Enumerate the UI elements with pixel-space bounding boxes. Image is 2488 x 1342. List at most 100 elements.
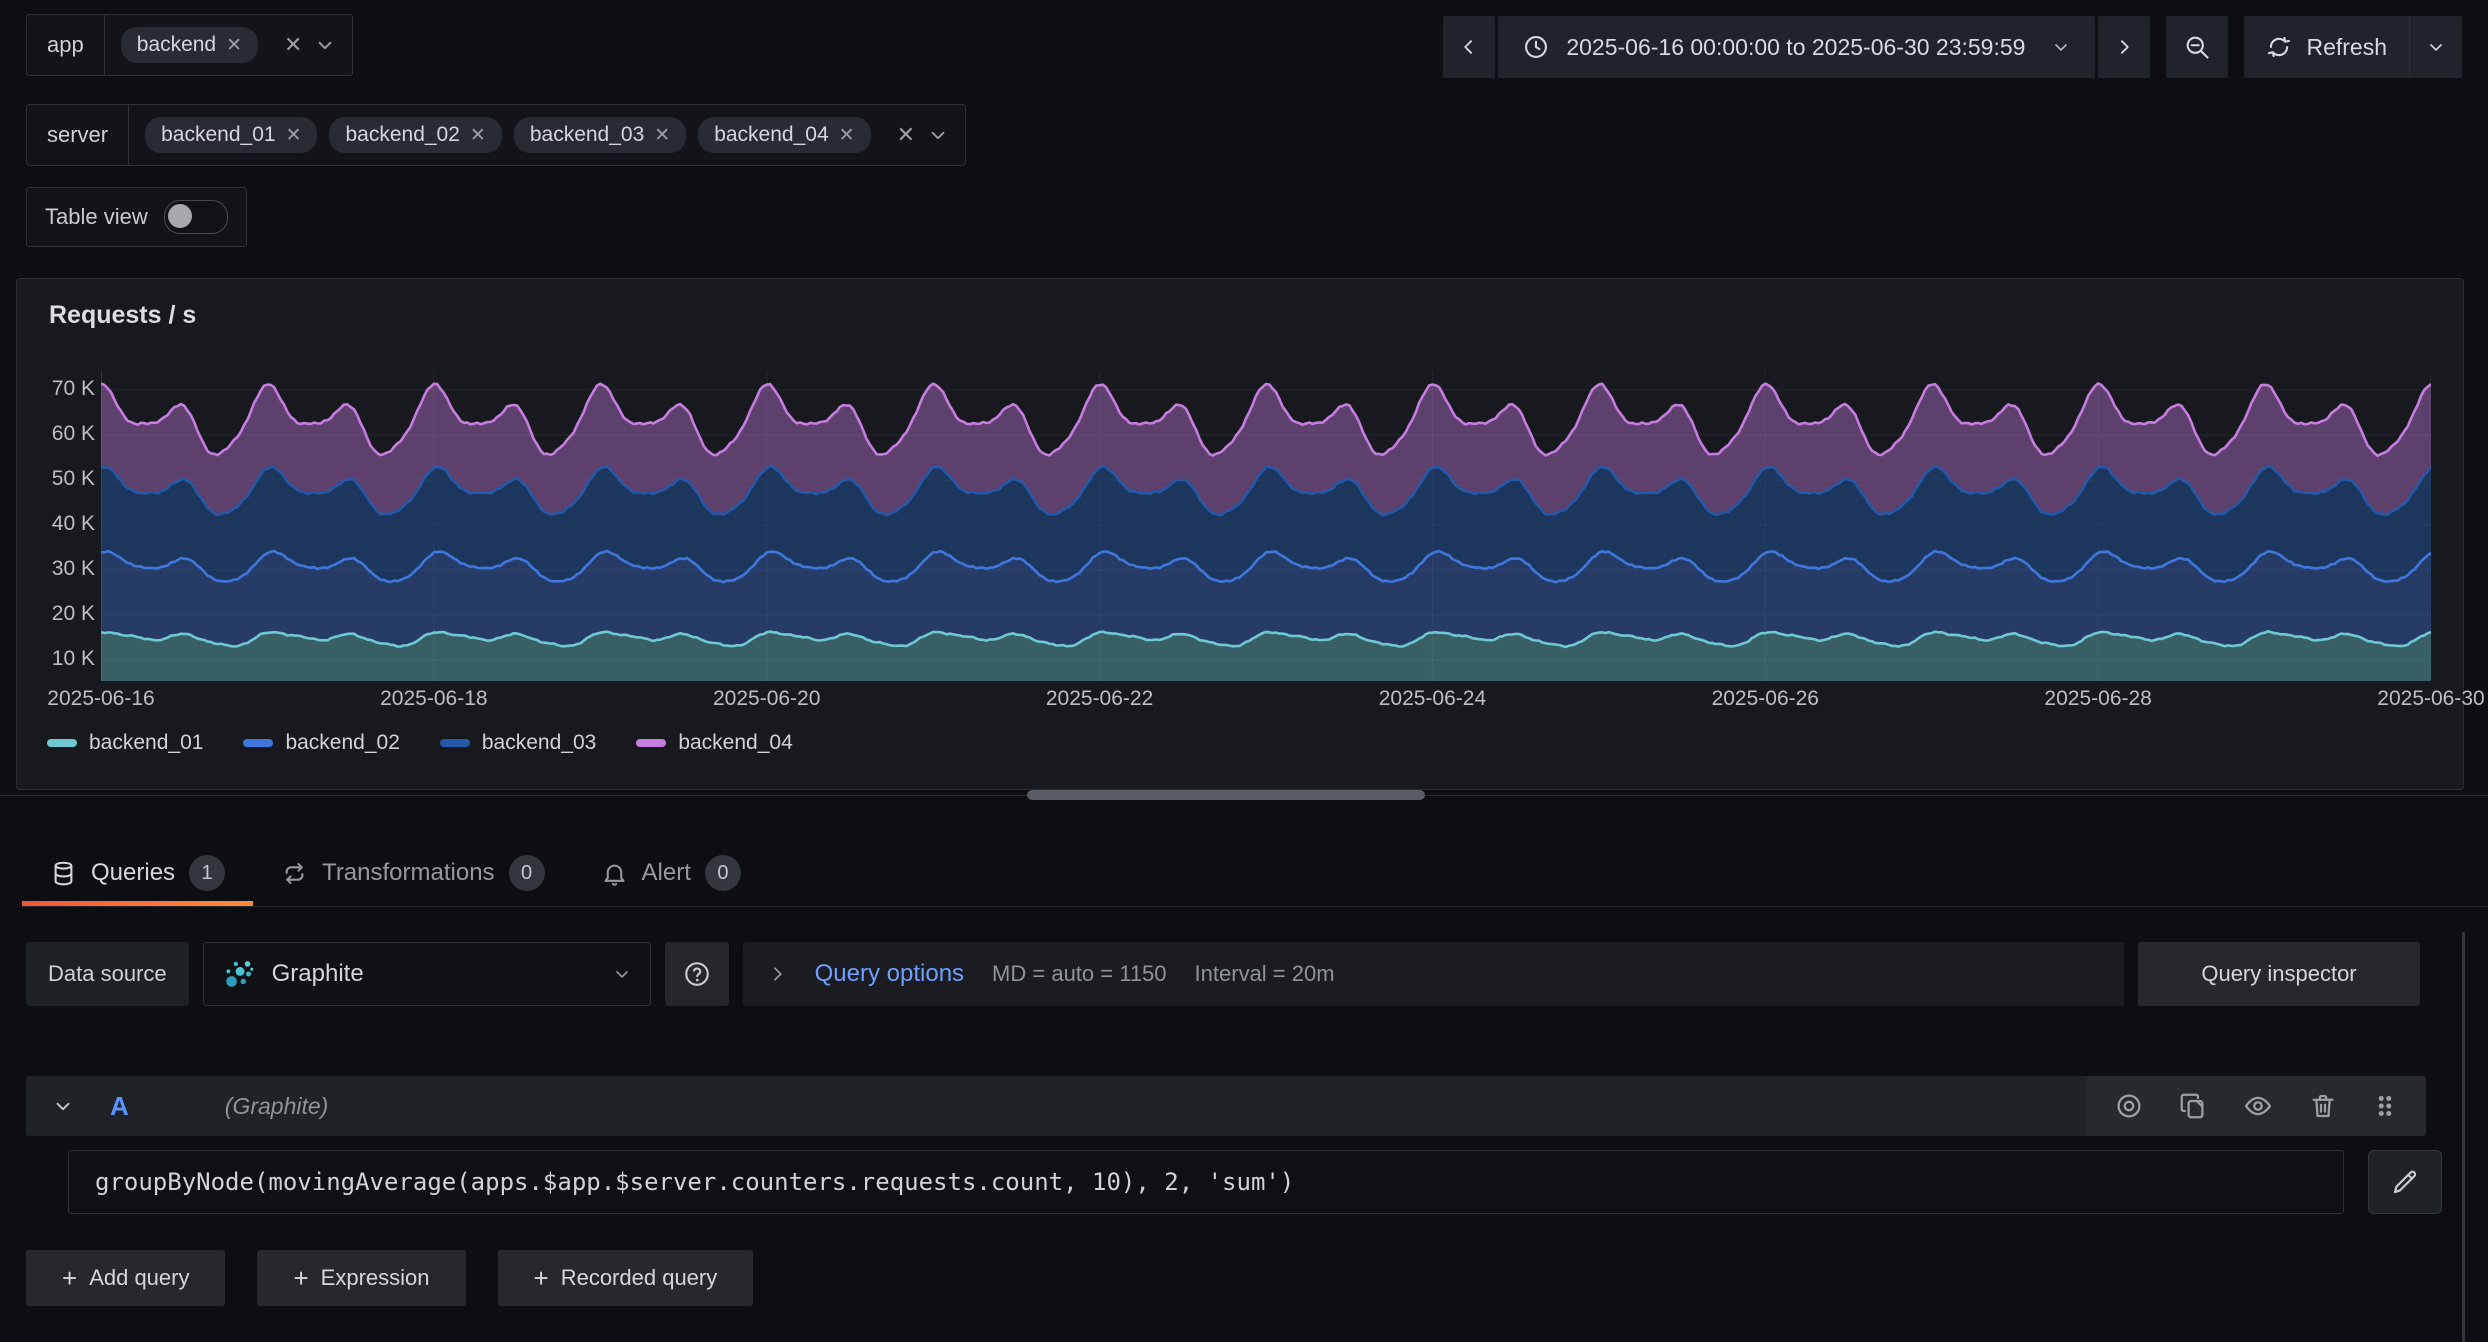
time-range-picker[interactable]: 2025-06-16 00:00:00 to 2025-06-30 23:59:… [1498, 16, 2096, 78]
server-pill-slot: backend_01 ✕ backend_02 ✕ backend_03 ✕ backend… [145, 117, 871, 153]
time-controls: 2025-06-16 00:00:00 to 2025-06-30 23:59:… [1443, 16, 2462, 78]
tab-label: Transformations [322, 859, 495, 886]
chevron-right-icon [2114, 37, 2134, 57]
refresh-interval-dropdown[interactable] [2409, 16, 2462, 78]
legend-item-backend_03[interactable]: backend_03 [439, 731, 597, 755]
chevron-down-icon[interactable] [927, 124, 949, 146]
x-axis-tick-label: 2025-06-20 [712, 687, 821, 710]
x-axis-tick-label: 2025-06-22 [1045, 687, 1154, 710]
sync-icon [2266, 34, 2292, 60]
query-row-header[interactable]: A (Graphite) [26, 1076, 2426, 1136]
button-label: Expression [320, 1265, 430, 1290]
pencil-icon [2390, 1167, 2420, 1197]
zoom-out-time-button[interactable] [2166, 16, 2229, 78]
database-icon [50, 860, 77, 887]
legend-series-swatch [636, 739, 667, 747]
time-shift-back-button[interactable] [1443, 16, 1496, 78]
add-recorded-query-button[interactable]: + Recorded query [497, 1250, 754, 1306]
filter-value-pill[interactable]: backend ✕ [120, 27, 259, 63]
x-axis-tick-label: 2025-06-26 [1711, 687, 1819, 710]
chevron-down-icon [2426, 37, 2446, 57]
y-axis-tick-label: 70 K [51, 377, 95, 400]
pane-splitter-handle[interactable] [1027, 790, 1425, 800]
editor-pane-scrollbar[interactable] [2462, 932, 2465, 1342]
add-query-button[interactable]: + Add query [26, 1250, 226, 1306]
delete-query-trash-icon[interactable] [2308, 1091, 2338, 1121]
legend-series-swatch [243, 739, 274, 747]
datasource-help-button[interactable] [664, 942, 729, 1006]
chart-legend: backend_01 backend_02 backend_03 backend_04 [47, 731, 793, 755]
app-variable-filter: app backend ✕ ✕ [26, 14, 354, 76]
filter-value-label: backend_02 [345, 123, 460, 146]
remove-value-icon[interactable]: ✕ [654, 124, 671, 146]
datasource-name: Graphite [271, 960, 364, 987]
filter-value-pill[interactable]: backend_04 ✕ [698, 117, 871, 153]
area-band-backend_03 [101, 465, 2431, 583]
remove-value-icon[interactable]: ✕ [226, 34, 243, 56]
toggle-text-edit-button[interactable] [2368, 1150, 2442, 1214]
area-band-backend_02 [101, 550, 2431, 647]
filter-value-pill[interactable]: backend_02 ✕ [329, 117, 502, 153]
add-expression-button[interactable]: + Expression [257, 1250, 466, 1306]
table-view-toggle[interactable] [163, 200, 228, 234]
transform-icon [281, 860, 308, 887]
time-range-text: 2025-06-16 00:00:00 to 2025-06-30 23:59:… [1566, 33, 2026, 60]
query-inspector-button[interactable]: Query inspector [2138, 942, 2420, 1006]
filter-value-pill[interactable]: backend_01 ✕ [145, 117, 318, 153]
y-axis-tick-label: 10 K [51, 647, 95, 670]
filter-value-pill[interactable]: backend_03 ✕ [513, 117, 687, 153]
legend-item-backend_04[interactable]: backend_04 [636, 731, 793, 755]
remove-value-icon[interactable]: ✕ [838, 124, 855, 146]
chevron-down-icon[interactable] [314, 34, 336, 56]
area-band-backend_04 [101, 383, 2431, 516]
query-options-md: MD = auto = 1150 [992, 961, 1167, 986]
legend-item-backend_01[interactable]: backend_01 [47, 731, 203, 755]
question-circle-icon [682, 959, 712, 989]
x-axis-tick-label: 2025-06-18 [380, 687, 488, 710]
datasource-select[interactable]: Graphite [202, 942, 651, 1006]
x-axis-tick-label: 2025-06-28 [2044, 687, 2152, 710]
chart-plot-area[interactable] [101, 371, 2431, 681]
tab-label: Alert [641, 859, 691, 886]
clock-icon [1522, 33, 1550, 61]
legend-item-backend_02[interactable]: backend_02 [243, 731, 400, 755]
remove-value-icon[interactable]: ✕ [285, 124, 302, 146]
tab-alert[interactable]: Alert 0 [573, 840, 769, 906]
query-expression-text: groupByNode(movingAverage(apps.$app.$ser… [95, 1168, 1295, 1196]
search-minus-icon [2183, 33, 2211, 61]
legend-series-name: backend_03 [481, 731, 597, 754]
plus-icon: + [533, 1262, 549, 1293]
button-label: Add query [89, 1265, 190, 1290]
time-shift-forward-button[interactable] [2098, 16, 2151, 78]
plus-icon: + [293, 1262, 309, 1293]
filter-value-label: backend_03 [529, 123, 645, 146]
drag-handle-icon[interactable] [2372, 1091, 2398, 1121]
record-query-icon[interactable] [2114, 1091, 2144, 1121]
clear-values-icon[interactable]: ✕ [896, 122, 915, 147]
x-axis-tick-label: 2025-06-30 [2377, 687, 2485, 710]
chevron-left-icon [1459, 37, 1479, 57]
collapse-chevron-icon[interactable] [52, 1095, 74, 1117]
legend-series-swatch [47, 739, 77, 747]
area-band-backend_01 [101, 631, 2431, 681]
bell-icon [601, 860, 628, 887]
duplicate-query-icon[interactable] [2178, 1091, 2208, 1121]
y-axis-tick-label: 30 K [51, 557, 95, 580]
server-variable-filter: server backend_01 ✕ backend_02 ✕ backend_03 ✕… [26, 104, 966, 166]
tab-transformations[interactable]: Transformations 0 [253, 840, 573, 906]
clear-values-icon[interactable]: ✕ [284, 32, 303, 57]
refresh-button[interactable]: Refresh [2244, 16, 2409, 78]
graphite-query-input[interactable]: groupByNode(movingAverage(apps.$app.$ser… [68, 1150, 2344, 1214]
series-line-backend_02 [101, 549, 2431, 584]
tab-queries[interactable]: Queries 1 [22, 840, 254, 906]
y-axis-tick-label: 20 K [51, 602, 95, 625]
y-axis: 70 K 60 K 50 K 40 K 30 K 20 K 10 K [25, 279, 95, 699]
series-line-backend_01 [101, 630, 2431, 649]
remove-value-icon[interactable]: ✕ [469, 124, 486, 146]
query-options-interval: Interval = 20m [1194, 961, 1335, 986]
server-filter-label: server [27, 105, 130, 165]
query-options-toggle[interactable]: Query options MD = auto = 1150 Interval … [742, 942, 2124, 1006]
chevron-down-icon [2051, 37, 2071, 57]
filter-value-label: backend_01 [161, 123, 276, 146]
hide-response-eye-icon[interactable] [2242, 1091, 2274, 1121]
